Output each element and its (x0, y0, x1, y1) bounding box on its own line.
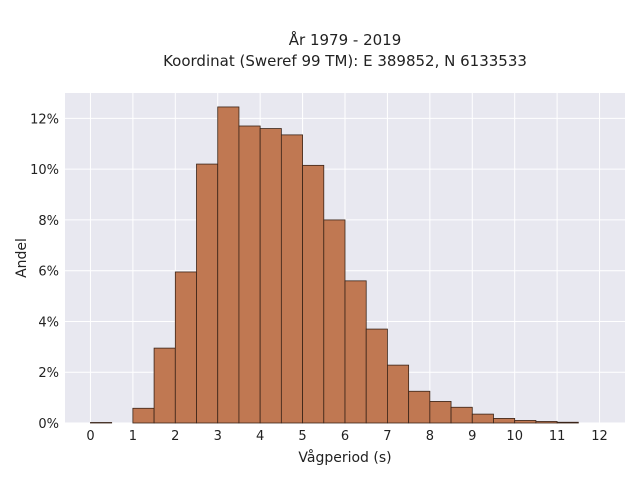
histogram-bar (387, 364, 410, 424)
histogram-bar (153, 347, 176, 424)
histogram-bar (280, 134, 303, 424)
histogram-bar (556, 421, 579, 424)
histogram-bar (90, 422, 113, 424)
histogram-bar (238, 125, 261, 424)
histogram-bar (259, 128, 282, 424)
x-tick-label: 12 (591, 429, 608, 444)
histogram-bar (493, 418, 516, 424)
chart-title-line-2: Koordinat (Sweref 99 TM): E 389852, N 61… (163, 52, 527, 70)
x-tick-label: 9 (468, 429, 476, 444)
x-axis-ticks: 0 1 2 3 4 5 6 7 8 9 10 11 12 (86, 429, 608, 444)
x-tick-label: 4 (256, 429, 264, 444)
x-tick-label: 0 (86, 429, 94, 444)
x-tick-label: 8 (426, 429, 434, 444)
histogram-bar (365, 328, 388, 424)
y-tick-label: 6% (38, 265, 59, 280)
histogram-bar (535, 421, 558, 424)
x-tick-label: 7 (383, 429, 391, 444)
x-tick-label: 5 (298, 429, 306, 444)
histogram-bar (302, 164, 325, 424)
x-tick-label: 11 (549, 429, 566, 444)
histogram-bar (450, 406, 473, 424)
y-axis-label: Andel (14, 238, 30, 278)
histogram-bars (90, 106, 579, 424)
x-tick-label: 6 (341, 429, 349, 444)
histogram-bar (132, 407, 155, 424)
y-tick-label: 12% (30, 112, 59, 127)
x-tick-label: 2 (171, 429, 179, 444)
histogram-bar (344, 280, 367, 424)
y-tick-label: 10% (30, 163, 59, 178)
x-tick-label: 3 (214, 429, 222, 444)
y-tick-label: 8% (38, 214, 59, 229)
y-tick-label: 2% (38, 366, 59, 381)
histogram-bar (408, 390, 431, 424)
histogram-bar (471, 413, 494, 424)
y-tick-label: 4% (38, 315, 59, 330)
y-tick-label: 0% (38, 417, 59, 432)
x-axis-label: Vågperiod (s) (298, 449, 391, 466)
x-tick-label: 10 (506, 429, 523, 444)
chart-title-line-1: År 1979 - 2019 (289, 30, 402, 49)
histogram-bar (217, 106, 240, 424)
histogram-bar (323, 219, 346, 424)
x-tick-label: 1 (129, 429, 137, 444)
histogram-bar (196, 163, 219, 424)
histogram-bar (174, 271, 197, 424)
y-axis-ticks: 0% 2% 4% 6% 8% 10% 12% (30, 112, 59, 432)
histogram-bar (429, 401, 452, 424)
histogram-bar (514, 420, 537, 424)
